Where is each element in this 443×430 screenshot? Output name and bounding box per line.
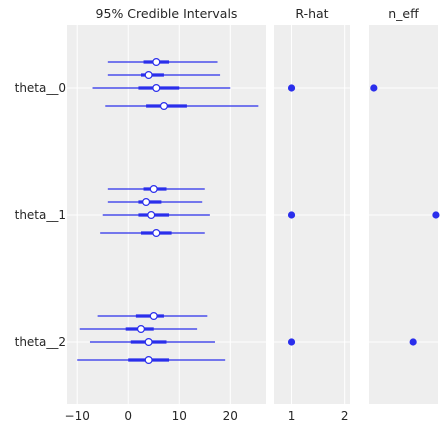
panel-2-point-0 [370, 84, 378, 92]
panel-title-1: R-hat [295, 6, 328, 21]
panel-title-0: 95% Credible Intervals [96, 6, 238, 21]
panel-0-tick-label-1: 0 [124, 409, 132, 423]
panel-0-tick-label-0: −10 [65, 409, 90, 423]
panel-2-point-1 [432, 211, 440, 219]
panel-0-tick-label-3: 20 [223, 409, 238, 423]
panel-1-tick-label-1: 2 [341, 409, 349, 423]
median-point-0-2 [152, 83, 161, 92]
median-point-1-2 [147, 211, 156, 220]
median-point-0-1 [144, 70, 153, 79]
panel-0-tick-label-2: 10 [172, 409, 187, 423]
panel-title-2: n_eff [388, 6, 419, 21]
panel-2-point-2 [409, 338, 417, 346]
row-label-theta-2: theta__2 [15, 335, 66, 349]
row-label-theta-0: theta__0 [15, 81, 66, 95]
median-point-1-1 [142, 198, 151, 207]
panel-1-point-2 [287, 338, 296, 346]
median-point-2-2 [144, 338, 153, 347]
median-point-1-3 [152, 229, 161, 238]
median-point-2-0 [149, 312, 158, 321]
median-point-1-0 [149, 185, 158, 194]
median-point-0-3 [159, 101, 168, 110]
row-label-theta-1: theta__1 [15, 208, 66, 222]
panel-1-tick-label-0: 1 [288, 409, 296, 423]
median-point-2-1 [136, 325, 145, 334]
panel-1-point-0 [287, 84, 296, 92]
panel-1-point-1 [287, 211, 296, 219]
median-point-0-0 [152, 57, 161, 66]
median-point-2-3 [144, 356, 153, 365]
